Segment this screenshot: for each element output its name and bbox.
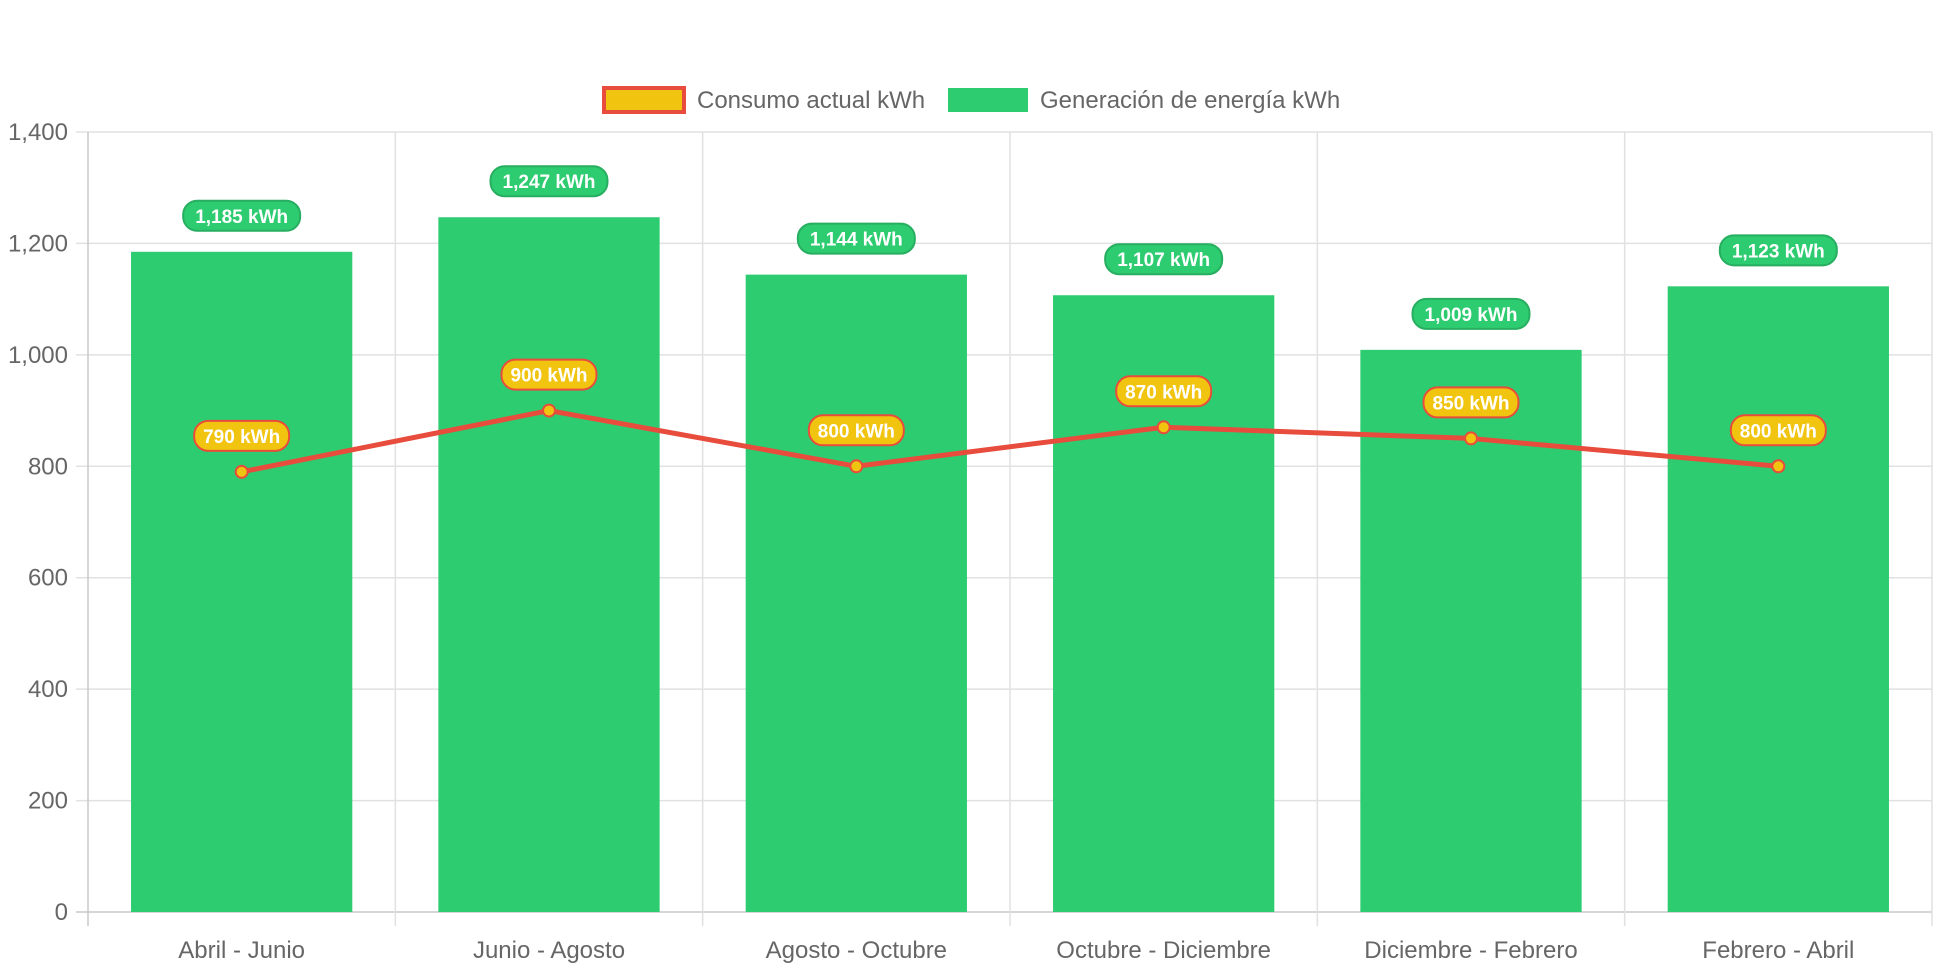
legend-swatch-generacion (948, 88, 1028, 112)
x-tick-label: Abril - Junio (178, 937, 305, 964)
bar-data-label-text: 1,009 kWh (1425, 305, 1518, 326)
bar-data-label-text: 1,107 kWh (1117, 250, 1210, 271)
bar-data-label-text: 1,185 kWh (195, 207, 288, 228)
line-series-consumo (234, 403, 1786, 479)
bar-generacion[interactable] (745, 274, 967, 913)
y-axis: 0 200 400 600 800 1,000 1,200 1,400 (8, 119, 68, 926)
line-data-label: 800 kWh (807, 414, 905, 447)
point-consumo[interactable] (542, 403, 556, 418)
bar-data-labels: 1,185 kWh 1,247 kWh 1,144 kWh 1,107 kWh 1,00… (182, 165, 1838, 330)
point-consumo[interactable] (1464, 431, 1478, 446)
x-tick-label: Agosto - Octubre (766, 937, 947, 964)
x-tick-label: Octubre - Diciembre (1056, 937, 1271, 964)
bar-data-label-bg (1411, 297, 1531, 330)
bar-generacion[interactable] (1667, 286, 1889, 912)
y-tick-label: 0 (55, 899, 68, 926)
bar-data-label: 1,144 kWh (796, 222, 916, 255)
line-data-label-text: 850 kWh (1432, 393, 1509, 414)
legend-label-consumo: Consumo actual kWh (697, 87, 925, 114)
y-tick-label: 200 (28, 788, 68, 815)
y-tick-label: 400 (28, 676, 68, 703)
y-tick-label: 800 (28, 453, 68, 480)
bar-series-generacion (131, 217, 1889, 913)
bar-data-label-bg (796, 222, 916, 255)
bar-data-label-bg (182, 199, 302, 232)
bar-data-label-text: 1,247 kWh (503, 172, 596, 193)
line-data-labels: 790 kWh 900 kWh 800 kWh 870 kWh 850 kWh 800 k… (193, 358, 1827, 452)
bar-data-label: 1,107 kWh (1104, 243, 1224, 276)
line-data-label-bg (1729, 414, 1827, 447)
line-data-label-bg (1422, 386, 1520, 419)
x-tick-label: Febrero - Abril (1702, 937, 1854, 964)
y-tick-label: 1,400 (8, 119, 68, 146)
line-data-label-text: 900 kWh (510, 366, 587, 387)
grid-lines (76, 131, 1933, 926)
legend-swatch-consumo (602, 86, 686, 114)
line-data-label-text: 800 kWh (818, 421, 895, 442)
legend-label-generacion: Generación de energía kWh (1040, 87, 1340, 114)
point-consumo[interactable] (234, 464, 249, 479)
line-data-label-bg (500, 358, 598, 391)
bar-data-label-text: 1,123 kWh (1732, 241, 1825, 262)
line-data-label-text: 790 kWh (203, 427, 280, 448)
legend[interactable]: Consumo actual kWh Generación de energía… (602, 86, 1340, 114)
point-consumo[interactable] (849, 459, 864, 474)
line-data-label-text: 870 kWh (1125, 382, 1202, 403)
bar-data-label-bg (1104, 243, 1224, 276)
line-data-label: 870 kWh (1115, 375, 1213, 408)
x-tick-label: Junio - Agosto (473, 937, 625, 964)
bar-data-label: 1,185 kWh (182, 199, 302, 232)
y-tick-label: 600 (28, 565, 68, 592)
bar-data-label: 1,247 kWh (489, 165, 609, 198)
point-consumo[interactable] (1156, 420, 1171, 435)
legend-item-generacion[interactable]: Generación de energía kWh (948, 87, 1340, 114)
x-tick-label: Diciembre - Febrero (1364, 937, 1577, 964)
bar-data-label: 1,009 kWh (1411, 297, 1531, 330)
bar-generacion[interactable] (131, 251, 353, 913)
y-tick-label: 1,200 (8, 230, 68, 257)
line-data-label: 800 kWh (1729, 414, 1827, 447)
x-axis: Abril - Junio Junio - Agosto Agosto - Octu… (178, 937, 1854, 964)
bar-data-label-bg (489, 165, 609, 198)
line-data-label-bg (193, 419, 291, 452)
line-data-label: 790 kWh (193, 419, 291, 452)
bar-data-label-bg (1718, 234, 1838, 267)
point-consumo[interactable] (1771, 459, 1786, 474)
line-data-label: 850 kWh (1422, 386, 1520, 419)
bar-data-label: 1,123 kWh (1718, 234, 1838, 267)
line-data-label-text: 800 kWh (1740, 421, 1817, 442)
line-data-label-bg (1115, 375, 1213, 408)
bar-data-label-text: 1,144 kWh (810, 230, 903, 251)
line-consumo (241, 408, 1779, 475)
line-data-label: 900 kWh (500, 358, 598, 391)
bar-generacion[interactable] (438, 217, 660, 912)
legend-item-consumo[interactable]: Consumo actual kWh (602, 86, 925, 114)
y-tick-label: 1,000 (8, 342, 68, 369)
line-data-label-bg (807, 414, 905, 447)
